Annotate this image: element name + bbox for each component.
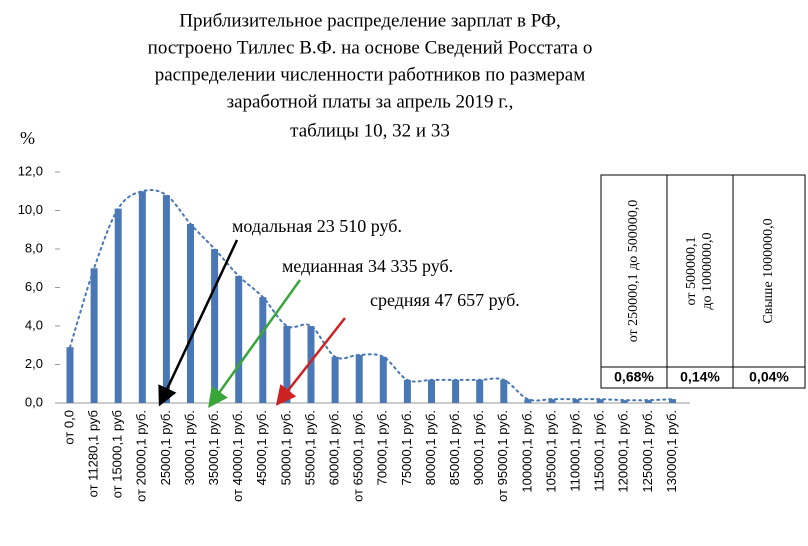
chart-title: построено Тиллес В.Ф. на основе Сведений… (148, 37, 593, 58)
annotation: модальная 23 510 руб. (232, 216, 402, 236)
arrow (275, 317, 346, 406)
table-header: до 1000000,0 (700, 232, 715, 309)
x-tick-label: 85000,1 руб. (447, 410, 462, 485)
chart-title: заработной платы за апрель 2019 г., (227, 91, 514, 112)
bar (596, 399, 604, 403)
bar (548, 399, 556, 403)
bar (379, 356, 387, 403)
bar (162, 195, 170, 403)
x-tick-label: 25000,1 руб. (158, 410, 173, 485)
bar (138, 191, 146, 403)
table-header: от 250000,1 до 500000,0 (626, 200, 641, 343)
table-value: 0,68% (614, 369, 654, 385)
y-tick-label: 6,0 (25, 279, 43, 294)
x-tick-label: 105000,1 руб. (543, 410, 558, 493)
x-tick-label: 80000,1 руб. (423, 410, 438, 485)
y-tick-label: 12,0 (18, 163, 43, 178)
table-header: Свыше 1000000,0 (761, 218, 776, 323)
bar (307, 326, 315, 403)
x-tick-label: от 40000,1 руб. (230, 410, 245, 502)
x-tick-label: 30000,1 руб. (182, 410, 197, 485)
bar (572, 399, 580, 403)
bar (355, 354, 363, 403)
bar (187, 223, 194, 403)
x-tick-label: 130000,1 руб. (664, 410, 679, 493)
x-tick-label: 110000,1 руб. (568, 410, 583, 492)
x-tick-label: 100000,1 руб. (519, 410, 534, 493)
bar (500, 379, 508, 403)
bar (403, 379, 411, 403)
bar (669, 399, 676, 403)
x-tick-label: от 65000,1 руб. (351, 410, 366, 502)
x-tick-label: 60000,1 руб. (327, 410, 342, 485)
arrow (208, 279, 302, 409)
table-border (600, 174, 806, 389)
y-tick-label: 10,0 (18, 202, 43, 217)
y-tick-label: 8,0 (25, 240, 43, 255)
x-tick-label: 35000,1 руб. (206, 410, 221, 485)
x-tick-label: 45000,1 руб. (254, 410, 269, 485)
bar (476, 379, 484, 403)
table-value: 0,14% (680, 369, 720, 385)
table-header: от 500000,1 (684, 237, 699, 306)
x-tick-label: 120000,1 руб. (616, 410, 631, 493)
x-tick-label: 125000,1 руб. (640, 410, 655, 493)
bar (428, 379, 435, 403)
table-value: 0,04% (749, 369, 789, 385)
chart-title: распределении численности работников по … (155, 64, 586, 85)
annotation: медианная 34 335 руб. (282, 256, 453, 276)
bar (90, 268, 98, 403)
x-tick-label: 115000,1 руб. (592, 410, 607, 492)
trend-curve (69, 189, 674, 402)
chart-title: таблицы 10, 32 и 33 (290, 120, 450, 141)
annotation: средняя 47 657 руб. (370, 290, 520, 310)
x-tick-label: от 95000,1 руб. (495, 410, 510, 502)
bar (620, 400, 628, 403)
bar (524, 399, 532, 403)
x-tick-label: от 15000,1 руб (110, 410, 125, 498)
side-table: от 250000,1 до 500000,0 от 500000,1 до 100… (600, 174, 806, 389)
bar (259, 297, 267, 403)
bar (283, 326, 291, 403)
chart-title: Приблизительное распределение зарплат в … (179, 10, 560, 31)
arrow (158, 239, 239, 407)
bar (331, 356, 339, 403)
bar (644, 400, 652, 403)
y-tick-label: 0,0 (25, 394, 43, 409)
bar (211, 249, 219, 403)
y-tick-label: 4,0 (25, 317, 43, 332)
x-tick-label: от 0,0 (61, 410, 76, 445)
x-tick-label: 50000,1 руб. (278, 410, 293, 485)
x-tick-label: 55000,1 руб. (302, 410, 317, 485)
x-tick-label: 75000,1 руб. (399, 410, 414, 485)
y-axis-label: % (20, 128, 35, 148)
x-tick-label: от 11280,1 руб (86, 410, 101, 497)
bar (235, 275, 243, 403)
bar (452, 379, 460, 403)
x-tick-label: от 20000,1 руб. (134, 410, 149, 502)
bar (66, 347, 74, 403)
x-tick-label: 90000,1 руб. (471, 410, 486, 485)
bar (114, 208, 122, 403)
y-tick-label: 2,0 (25, 356, 43, 371)
x-tick-label: 70000,1 руб. (375, 410, 390, 485)
